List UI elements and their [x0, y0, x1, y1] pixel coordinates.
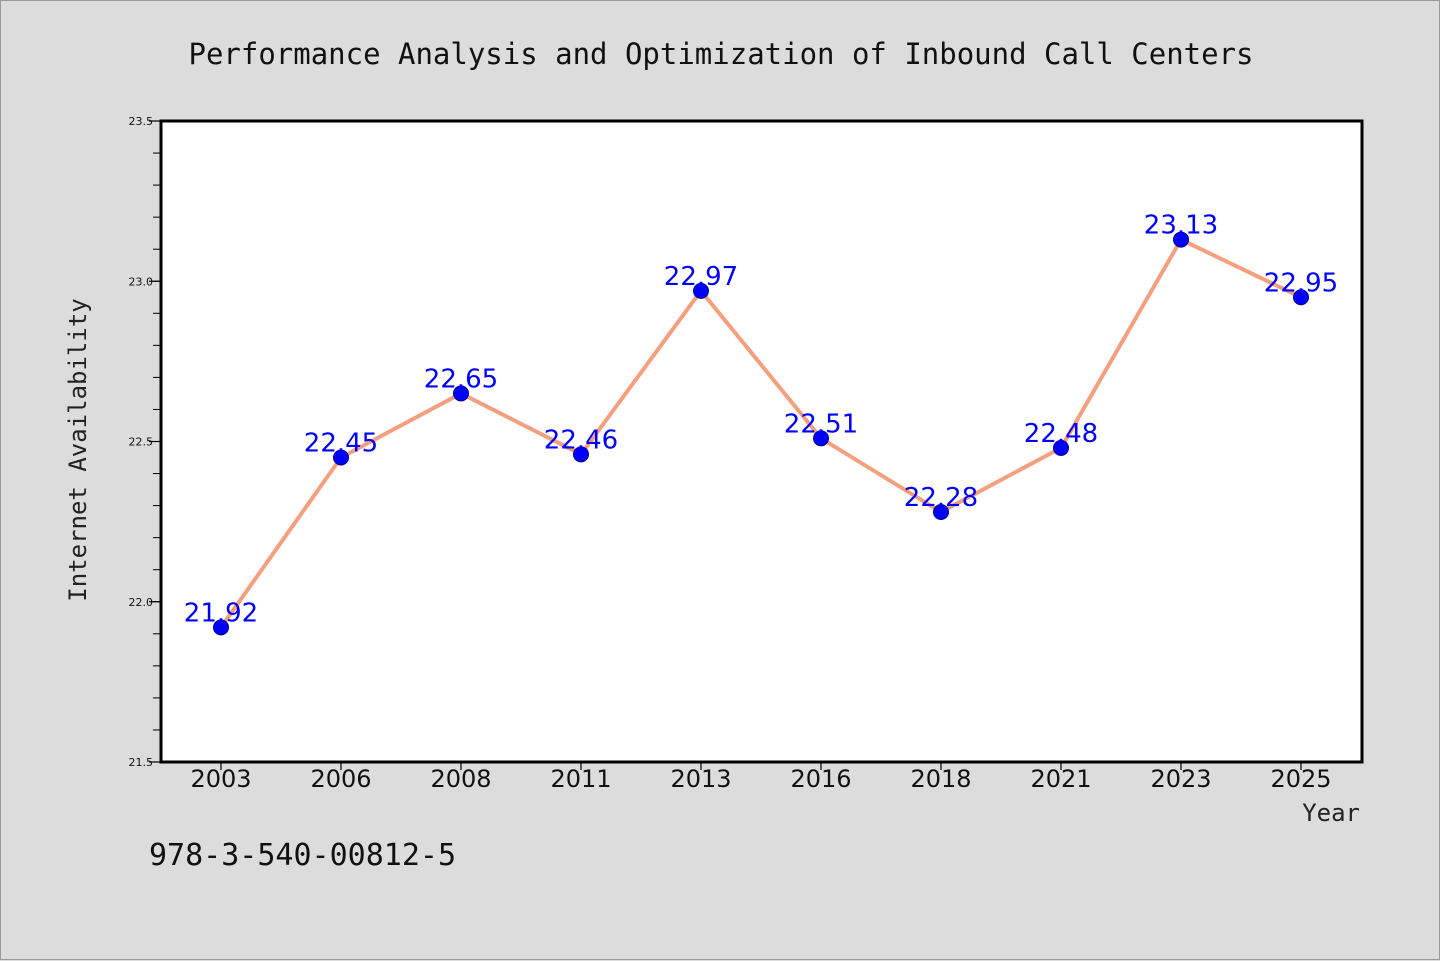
y-tick-label: 22.0 [129, 596, 154, 609]
plot-area [159, 119, 1364, 764]
data-point-marker [333, 449, 349, 466]
x-axis-label: Year [1302, 799, 1360, 827]
series-line [219, 237, 1302, 629]
data-label: 22.97 [664, 262, 738, 292]
data-point-marker [933, 504, 949, 521]
x-tick-label: 2003 [190, 765, 251, 793]
chart-title: Performance Analysis and Optimization of… [188, 37, 1253, 71]
series-markers [213, 231, 1309, 636]
x-tick-label: 2021 [1030, 765, 1091, 793]
data-label: 22.45 [304, 429, 378, 459]
x-tick-label: 2018 [910, 765, 971, 793]
y-tick-label: 22.5 [129, 436, 154, 449]
data-label: 22.46 [544, 425, 618, 455]
data-labels: 21.92 22.45 22.65 22.46 22.97 22.51 22.28 22.48… [184, 211, 1338, 629]
y-tick-label: 23.5 [129, 115, 154, 128]
data-label: 22.48 [1024, 419, 1098, 449]
data-point-marker [213, 619, 229, 636]
data-label: 22.28 [904, 483, 978, 513]
data-label: 23.13 [1144, 211, 1218, 241]
data-point-marker [1053, 439, 1069, 456]
data-point-marker [1173, 231, 1189, 248]
y-tick-label: 21.5 [129, 756, 154, 769]
x-tick-label: 2023 [1150, 765, 1211, 793]
x-tick-label: 2006 [310, 765, 371, 793]
data-label: 22.65 [424, 364, 498, 394]
series-polyline [219, 237, 1302, 629]
x-axis: 2003 2006 2008 2011 2013 2016 2018 2021 2023 2025 [190, 762, 1332, 793]
x-tick-label: 2008 [430, 765, 491, 793]
x-tick-label: 2013 [670, 765, 731, 793]
isbn-text: 978-3-540-00812-5 [149, 838, 456, 873]
y-axis-label: Internet Availability [64, 298, 92, 601]
data-label: 21.92 [184, 598, 258, 628]
x-tick-label: 2025 [1270, 765, 1331, 793]
y-tick-label: 23.0 [129, 275, 154, 288]
data-label: 22.95 [1264, 268, 1338, 298]
data-point-marker [813, 430, 829, 447]
y-axis: 21.5 22.0 22.5 23.0 23.5 [129, 115, 161, 769]
data-point-marker [1293, 289, 1309, 306]
data-point-marker [453, 385, 469, 402]
data-point-marker [573, 446, 589, 463]
data-point-marker [693, 282, 709, 299]
data-label: 22.51 [784, 409, 858, 439]
x-tick-label: 2011 [550, 765, 611, 793]
x-tick-label: 2016 [790, 765, 851, 793]
